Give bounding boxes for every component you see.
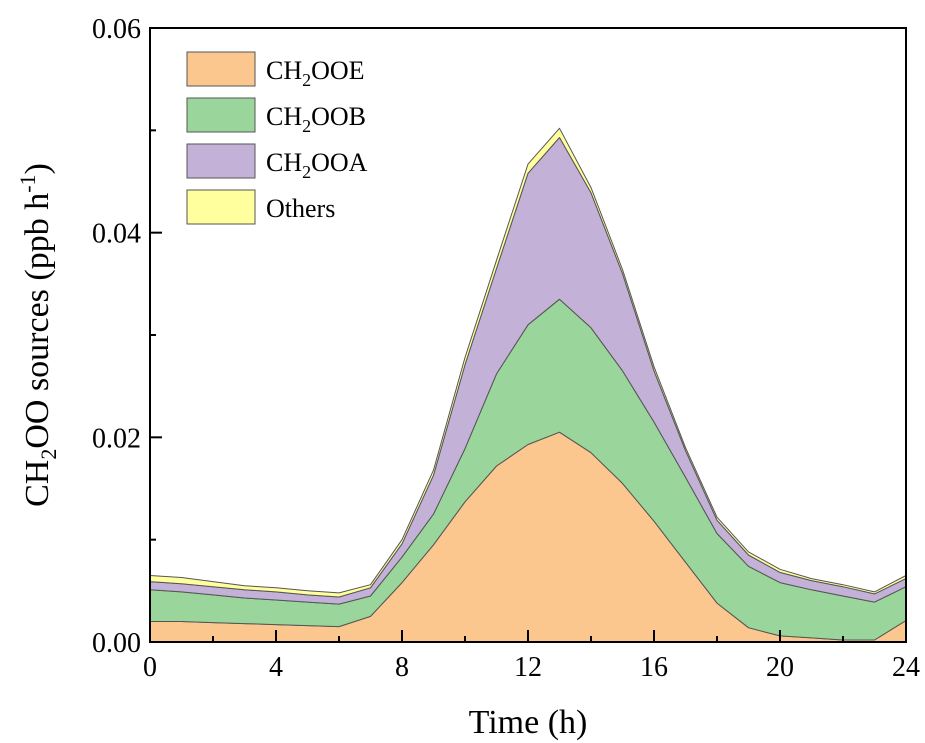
- legend-label-ch2oob: CH2OOB: [266, 102, 366, 136]
- legend-label-others: Others: [266, 194, 335, 223]
- y-axis-title-subscript: 2: [36, 449, 61, 460]
- y-axis: 0.00 0.02 0.04 0.06: [92, 14, 162, 659]
- y-axis-title-rest: OO sources (ppb h: [19, 193, 56, 449]
- y-axis-title-superscript: -1: [15, 174, 40, 192]
- x-tick-label: 8: [395, 652, 409, 683]
- y-axis-title-base: CH: [19, 460, 56, 507]
- y-axis-title: CH2OO sources (ppb h-1): [15, 163, 61, 507]
- x-tick-label: 20: [766, 652, 794, 683]
- x-tick-label: 24: [892, 652, 920, 683]
- x-axis-title: Time (h): [469, 704, 588, 741]
- y-tick-label: 0.00: [92, 628, 141, 659]
- stacked-areas: [149, 127, 907, 643]
- legend-swatch-others: [186, 189, 256, 225]
- legend: CH2OOE CH2OOB CH2OOA Others: [186, 51, 368, 225]
- x-tick-label: 4: [269, 652, 283, 683]
- legend-swatch-ch2ooe: [186, 51, 256, 87]
- y-axis-title-end: ): [19, 163, 56, 174]
- x-tick-label: 16: [640, 652, 668, 683]
- legend-label-ch2ooa: CH2OOA: [266, 148, 368, 182]
- legend-swatch-ch2oob: [186, 97, 256, 133]
- legend-swatch-ch2ooa: [186, 143, 256, 179]
- y-tick-label: 0.04: [92, 219, 141, 250]
- x-tick-label: 0: [143, 652, 157, 683]
- x-axis: 0 4 8 12 16 20 24: [143, 630, 920, 683]
- y-tick-label: 0.02: [92, 423, 141, 454]
- legend-label-ch2ooe: CH2OOE: [266, 56, 365, 90]
- x-tick-label: 12: [514, 652, 542, 683]
- y-tick-label: 0.06: [92, 14, 141, 45]
